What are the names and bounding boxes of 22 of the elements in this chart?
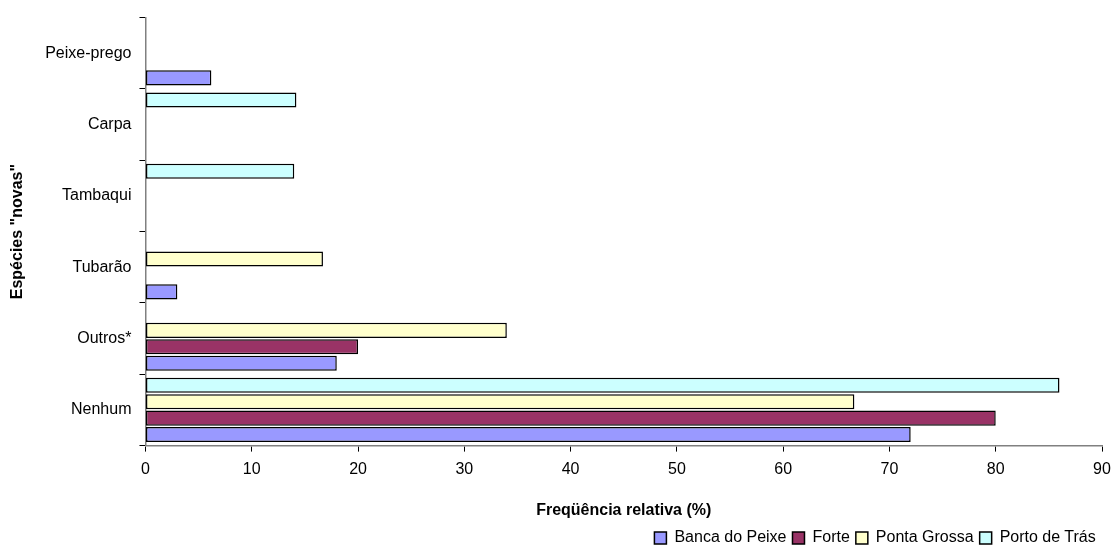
y-tick-label: Outros* [77, 329, 132, 347]
x-tick-label: 60 [774, 459, 793, 477]
y-tick-label: Peixe-prego [45, 43, 132, 61]
x-axis-title: Freqüência relativa (%) [536, 500, 712, 518]
x-tick-label: 50 [667, 459, 686, 477]
x-tick-label: 0 [141, 459, 151, 477]
x-tick-label: 30 [455, 459, 474, 477]
x-tick-label: 70 [880, 459, 899, 477]
x-tick-label: 20 [349, 459, 368, 477]
x-tick-label: 10 [242, 459, 261, 477]
y-axis-title: Espécies "novas" [8, 163, 26, 300]
x-tick-label: 80 [986, 459, 1005, 477]
legend-label: Ponta Grossa [875, 528, 974, 546]
y-tick-label: Nenhum [70, 400, 132, 418]
x-tick-label: 90 [1093, 459, 1111, 477]
y-tick-label: Carpa [87, 115, 132, 133]
legend-label: Porto de Trás [999, 528, 1096, 546]
y-tick-label: Tubarão [72, 257, 132, 275]
legend-label: Banca do Peixe [674, 528, 787, 546]
legend-label: Forte [812, 528, 850, 546]
y-tick-label: Tambaqui [62, 186, 132, 204]
x-tick-label: 40 [561, 459, 580, 477]
